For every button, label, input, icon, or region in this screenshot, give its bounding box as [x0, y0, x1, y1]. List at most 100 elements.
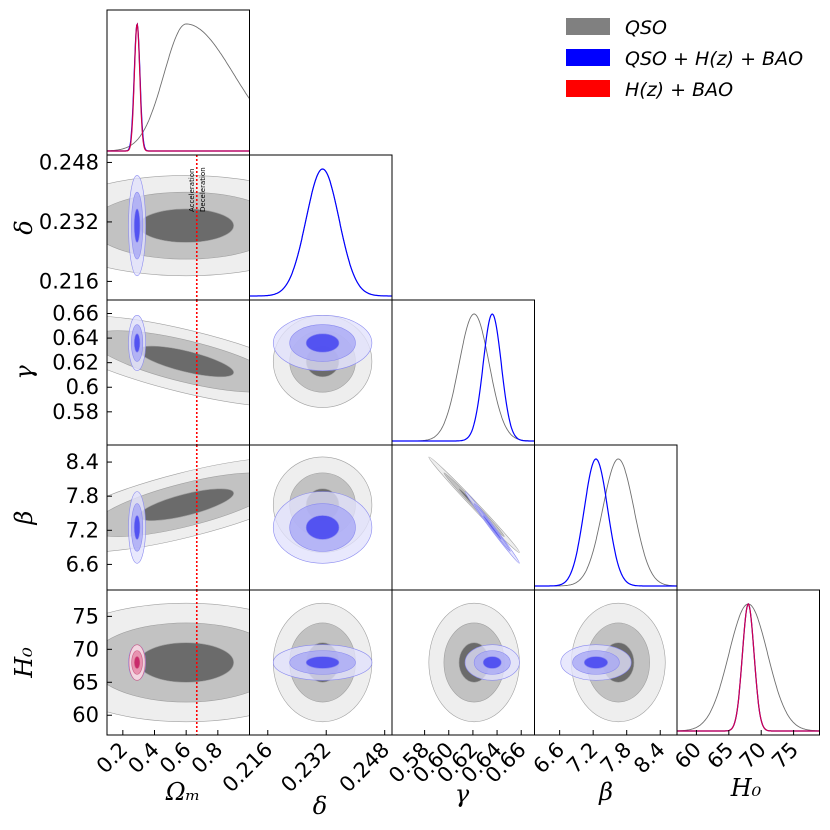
marginal-qsohzbao — [392, 313, 535, 442]
tick-label-delta: 0.232 — [276, 738, 335, 797]
panel-marginal-Om — [106, 9, 250, 156]
tick-label-gamma: 0.64 — [52, 326, 99, 350]
legend-label-qso-hz-bao: QSO + H(z) + BAO — [625, 48, 803, 70]
contour-qsohzbao-1sigma — [305, 515, 340, 540]
panel-H0-vs-gamma — [391, 589, 535, 736]
contour-qso-1sigma — [138, 208, 234, 243]
contour-qso-1sigma — [138, 642, 234, 683]
panel-beta-vs-gamma — [391, 444, 535, 591]
tick-label-delta: 0.248 — [39, 150, 99, 174]
legend-swatch-qso — [566, 18, 610, 35]
legend-swatch-hz-bao — [566, 80, 610, 97]
contour-qsohzbao-1sigma — [305, 656, 340, 669]
tick-label-beta: 8.4 — [629, 738, 670, 779]
tick-label-beta: 8.4 — [66, 450, 99, 474]
tick-label-H0: 70 — [72, 637, 99, 661]
marginal-qso — [392, 313, 535, 442]
tick-label-beta: 7.2 — [66, 518, 99, 542]
marginal-qsohzbao — [534, 458, 677, 587]
curves — [392, 313, 535, 442]
legend-label-hz-bao: H(z) + BAO — [625, 79, 733, 101]
panel-delta-vs-Om — [106, 154, 250, 301]
tick-label-H0: 65 — [72, 670, 99, 694]
axis-label-x-delta: δ — [313, 792, 327, 820]
axis-label-x-gamma: γ — [455, 780, 470, 808]
panel-marginal-delta — [249, 154, 393, 301]
curves — [107, 22, 250, 152]
contour-qsohzbao-1sigma — [133, 515, 141, 540]
tick-label-beta: 7.2 — [562, 738, 603, 779]
marginal-qso — [534, 458, 677, 587]
tick-label-H0: 75 — [72, 604, 99, 628]
panel-beta-vs-Om — [106, 444, 250, 591]
marginal-hzbao — [677, 603, 820, 732]
panel-marginal-gamma — [391, 299, 535, 446]
panel-frame — [534, 444, 678, 591]
contour-qsohzbao-1sigma — [583, 656, 609, 669]
panel-H0-vs-beta — [534, 589, 678, 736]
axis-label-y-gamma: γ — [10, 365, 38, 380]
panel-H0-vs-delta — [249, 589, 393, 736]
marginal-qsohzbao — [249, 168, 392, 297]
contours — [107, 456, 250, 564]
axis-label-x-beta: β — [598, 778, 613, 806]
tick-label-H0: 70 — [735, 738, 771, 774]
tick-label-delta: 0.248 — [335, 738, 394, 797]
panel-marginal-H0 — [676, 589, 820, 736]
marginal-qsohzbao — [107, 22, 250, 152]
contours — [107, 315, 250, 408]
contour-qsohzbao-1sigma — [305, 333, 340, 353]
tick-label-beta: 7.8 — [596, 738, 637, 779]
contours — [428, 602, 520, 723]
tick-label-delta: 0.232 — [39, 210, 99, 234]
panels: Acceleration Deceleration0.2160.2320.2480… — [10, 9, 820, 820]
contours — [428, 456, 520, 564]
contours — [272, 456, 373, 564]
tick-label-H0: 60 — [670, 738, 706, 774]
panel-gamma-vs-Om — [106, 299, 250, 446]
tick-label-H0: 75 — [767, 738, 803, 774]
axis-label-x-H0: H₀ — [730, 774, 762, 802]
contour-hzbao-1sigma — [134, 656, 141, 669]
panel-gamma-vs-delta — [249, 299, 393, 446]
contours — [107, 175, 250, 277]
contours — [272, 315, 373, 408]
panel-frame — [391, 444, 535, 591]
tick-label-beta: 6.6 — [529, 738, 570, 779]
legend-swatch-qso-hz-bao — [566, 49, 610, 66]
curves — [249, 168, 392, 297]
marginal-qso — [249, 168, 392, 297]
panel-frame — [676, 589, 820, 736]
tick-label-gamma: 0.66 — [52, 302, 99, 326]
curves — [677, 603, 820, 732]
panel-H0-vs-Om — [106, 589, 250, 736]
contours — [272, 602, 373, 723]
panel-frame — [106, 9, 250, 156]
marginal-qso — [107, 23, 250, 152]
axis-label-y-H0: H₀ — [10, 647, 38, 679]
tick-label-H0: 65 — [702, 738, 738, 774]
contour-qsohzbao-1sigma — [133, 333, 141, 353]
tick-label-Om: 0.8 — [187, 738, 228, 779]
contours — [560, 602, 666, 723]
tick-label-H0: 60 — [72, 703, 99, 727]
panel-marginal-beta — [534, 444, 678, 591]
tick-label-delta: 0.216 — [218, 738, 277, 797]
marginal-qsohzbao — [677, 603, 820, 732]
tick-label-gamma: 0.58 — [52, 400, 99, 424]
contour-qsohzbao-1sigma — [482, 515, 502, 540]
tick-label-beta: 7.8 — [66, 484, 99, 508]
panel-frame — [391, 299, 535, 446]
axis-label-x-Om: Ωₘ — [165, 778, 201, 806]
axis-label-y-beta: β — [10, 511, 38, 526]
tick-label-gamma: 0.6 — [66, 375, 99, 399]
tick-label-beta: 6.6 — [66, 552, 99, 576]
legend: QSO QSO + H(z) + BAO H(z) + BAO — [566, 17, 803, 101]
marginal-hzbao — [107, 22, 250, 152]
annotation-acceleration: Acceleration — [188, 169, 196, 213]
panel-beta-vs-delta — [249, 444, 393, 591]
tick-label-delta: 0.216 — [39, 269, 99, 293]
axis-label-y-delta: δ — [10, 220, 38, 234]
curves — [534, 458, 677, 587]
